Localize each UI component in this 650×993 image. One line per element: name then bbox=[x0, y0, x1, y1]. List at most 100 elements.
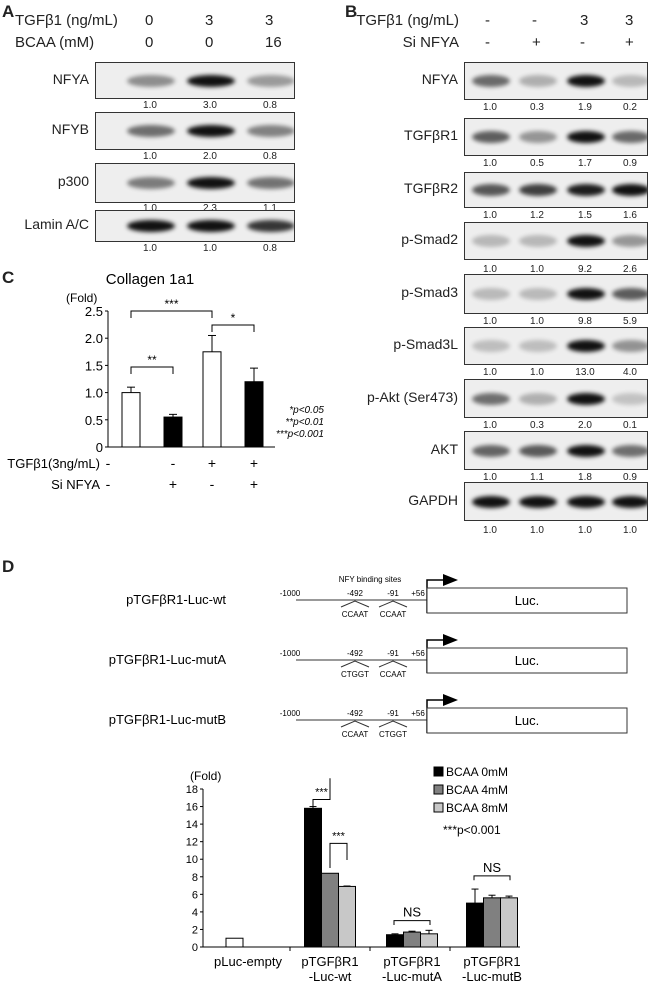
condition-value: + bbox=[532, 34, 541, 51]
significance-label: *** bbox=[315, 787, 329, 799]
condition-value: + bbox=[250, 455, 258, 471]
panel-b-letter: B bbox=[345, 2, 358, 21]
y-tick-label: 6 bbox=[192, 889, 198, 901]
bar bbox=[338, 885, 356, 948]
protein-band bbox=[472, 392, 510, 405]
blot-label: p-Smad3 bbox=[401, 284, 458, 300]
position-label: -1000 bbox=[280, 709, 301, 718]
blot-label: GAPDH bbox=[408, 491, 458, 508]
panel-c-letter: C bbox=[2, 268, 15, 287]
band-quantification: 1.0 bbox=[483, 102, 497, 113]
position-label: -1000 bbox=[280, 649, 301, 658]
protein-band bbox=[472, 131, 510, 143]
band-quantification: 1.0 bbox=[530, 264, 544, 275]
band-quantification: 0.3 bbox=[530, 420, 544, 431]
band-quantification: 0.9 bbox=[623, 158, 637, 169]
bar bbox=[420, 933, 438, 948]
condition-value: 0 bbox=[145, 12, 154, 29]
condition-value: - bbox=[106, 476, 111, 492]
band-quantification: 1.1 bbox=[263, 203, 277, 214]
band-quantification: 4.0 bbox=[623, 367, 637, 378]
protein-band bbox=[612, 131, 647, 143]
p-value-note: ***p<0.001 bbox=[443, 823, 501, 837]
legend-label: BCAA 8mM bbox=[446, 801, 508, 815]
y-tick-label: 16 bbox=[186, 802, 198, 814]
significance-label: NS bbox=[403, 905, 421, 920]
condition-label: Si NFYA bbox=[51, 477, 100, 492]
reporter-label: Luc. bbox=[515, 593, 540, 608]
band-quantification: 1.9 bbox=[578, 102, 592, 113]
band-quantification: 1.0 bbox=[143, 100, 157, 111]
condition-value: - bbox=[485, 34, 490, 51]
band-quantification: 1.0 bbox=[483, 367, 497, 378]
blot-image bbox=[464, 222, 648, 260]
legend-swatch bbox=[433, 784, 444, 795]
band-quantification: 1.0 bbox=[143, 151, 157, 162]
luciferase-box bbox=[426, 707, 628, 734]
position-label: -91 bbox=[387, 649, 399, 658]
band-quantification: 2.6 bbox=[623, 264, 637, 275]
blot-label: p-Smad2 bbox=[401, 231, 458, 247]
reporter-label: Luc. bbox=[515, 713, 540, 728]
x-category-label: pTGFβR1 -Luc-mutA bbox=[382, 954, 442, 984]
protein-band bbox=[567, 131, 605, 143]
significance-bracket bbox=[130, 366, 174, 374]
bar bbox=[202, 351, 222, 448]
bar bbox=[466, 902, 484, 948]
y-tick-label: 12 bbox=[186, 837, 198, 849]
y-tick-label: 2 bbox=[192, 924, 198, 936]
tss-arrow-head bbox=[443, 634, 458, 646]
y-tick-label: 10 bbox=[186, 854, 198, 866]
blot-image bbox=[464, 379, 648, 418]
binding-site-marker bbox=[340, 720, 370, 728]
condition-value: 3 bbox=[625, 12, 634, 29]
band-quantification: 13.0 bbox=[575, 367, 595, 378]
position-label: -91 bbox=[387, 709, 399, 718]
band-quantification: 3.0 bbox=[203, 100, 217, 111]
protein-band bbox=[472, 184, 510, 196]
bar bbox=[500, 897, 518, 948]
protein-band bbox=[612, 392, 647, 405]
protein-band bbox=[519, 444, 557, 457]
blot-label: NFYA bbox=[421, 71, 458, 87]
legend-swatch bbox=[433, 766, 444, 777]
binding-site-marker bbox=[340, 660, 370, 668]
band-quantification: 1.0 bbox=[530, 316, 544, 327]
band-quantification: 2.3 bbox=[203, 203, 217, 214]
significance-bracket bbox=[312, 778, 331, 809]
position-label: -492 bbox=[347, 649, 364, 658]
protein-band bbox=[472, 444, 510, 457]
protein-band bbox=[519, 75, 557, 87]
condition-value: 3 bbox=[580, 12, 589, 29]
blot-image bbox=[464, 172, 648, 208]
protein-band bbox=[127, 220, 175, 232]
band-quantification: 1.2 bbox=[530, 210, 544, 221]
protein-band bbox=[472, 340, 510, 352]
band-quantification: 1.0 bbox=[578, 525, 592, 536]
y-tick-label: 1.5 bbox=[85, 358, 103, 373]
bar bbox=[483, 897, 501, 948]
condition-value: - bbox=[210, 476, 215, 492]
band-quantification: 1.5 bbox=[578, 210, 592, 221]
binding-site-sequence: CCAAT bbox=[380, 670, 407, 679]
band-quantification: 1.0 bbox=[483, 525, 497, 536]
protein-band bbox=[247, 125, 294, 137]
position-label: -492 bbox=[347, 709, 364, 718]
protein-band bbox=[127, 177, 175, 189]
legend-swatch bbox=[433, 802, 444, 813]
protein-band bbox=[247, 220, 294, 232]
blot-image bbox=[464, 327, 648, 365]
band-quantification: 1.0 bbox=[530, 367, 544, 378]
band-quantification: 1.0 bbox=[483, 158, 497, 169]
band-quantification: 1.6 bbox=[623, 210, 637, 221]
y-tick-label: 2.0 bbox=[85, 331, 103, 346]
y-tick-label: 2.5 bbox=[85, 304, 103, 319]
protein-band bbox=[472, 495, 510, 508]
position-label: +56 bbox=[411, 709, 425, 718]
protein-band bbox=[612, 75, 647, 87]
band-quantification: 2.0 bbox=[578, 420, 592, 431]
y-axis-label: (Fold) bbox=[66, 291, 97, 305]
condition-label: Si NFYA bbox=[402, 34, 459, 51]
binding-sites-label: NFY binding sites bbox=[339, 575, 402, 584]
